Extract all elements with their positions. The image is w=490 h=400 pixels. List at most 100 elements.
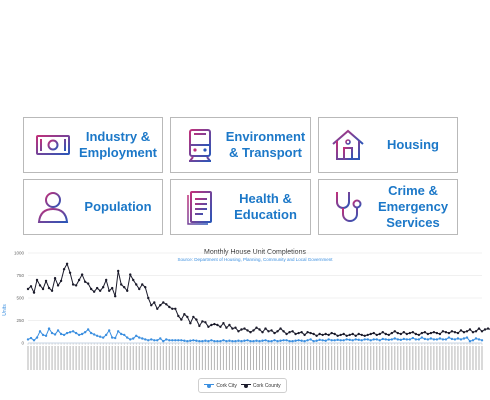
data-point[interactable] [441,330,445,333]
data-point[interactable] [351,332,354,336]
data-point[interactable] [399,332,403,336]
data-point[interactable] [411,331,415,334]
data-point[interactable] [396,338,400,341]
data-point[interactable] [80,273,84,276]
data-point[interactable] [41,287,45,291]
data-point[interactable] [267,340,270,343]
data-point[interactable] [264,327,267,330]
data-point[interactable] [441,338,445,341]
data-point[interactable] [35,278,39,282]
data-point[interactable] [345,338,348,341]
data-point[interactable] [59,332,63,336]
data-point[interactable] [411,336,415,340]
data-point[interactable] [273,331,276,335]
data-point[interactable] [162,301,165,304]
data-point[interactable] [330,331,333,335]
data-point[interactable] [168,339,171,342]
data-point[interactable] [162,340,165,343]
data-point[interactable] [366,333,369,337]
data-point[interactable] [363,334,366,337]
data-point[interactable] [303,340,306,343]
data-point[interactable] [480,330,484,333]
data-point[interactable] [267,330,270,333]
data-point[interactable] [56,329,60,332]
data-point[interactable] [315,334,318,337]
data-point[interactable] [138,287,141,291]
data-point[interactable] [315,339,318,342]
data-point[interactable] [26,287,30,291]
data-point[interactable] [477,338,481,341]
data-point[interactable] [213,322,216,326]
data-point[interactable] [363,338,366,341]
data-point[interactable] [107,289,111,292]
data-point[interactable] [129,338,132,341]
data-point[interactable] [83,280,87,283]
data-point[interactable] [375,338,378,341]
data-point[interactable] [204,321,207,324]
data-point[interactable] [384,338,387,341]
data-point[interactable] [447,336,451,339]
data-point[interactable] [471,339,475,342]
data-point[interactable] [132,337,135,340]
data-point[interactable] [429,331,433,335]
data-point[interactable] [366,338,369,341]
data-point[interactable] [300,339,303,342]
data-point[interactable] [414,332,418,336]
data-point[interactable] [150,304,153,307]
data-point[interactable] [38,284,42,287]
data-point[interactable] [384,332,387,336]
data-point[interactable] [279,339,282,342]
data-point[interactable] [68,331,72,334]
data-point[interactable] [306,331,309,334]
data-point[interactable] [375,333,378,337]
data-point[interactable] [210,323,213,327]
data-point[interactable] [198,340,201,343]
data-point[interactable] [62,268,66,271]
data-point[interactable] [477,327,481,330]
data-point[interactable] [459,338,463,341]
data-point[interactable] [174,307,177,310]
data-point[interactable] [381,331,384,334]
data-point[interactable] [432,331,436,334]
data-point[interactable] [195,318,198,321]
data-point[interactable] [408,331,412,335]
data-point[interactable] [123,333,126,337]
data-point[interactable] [113,336,117,340]
data-point[interactable] [438,332,442,336]
data-point[interactable] [32,339,36,342]
data-point[interactable] [159,304,162,307]
data-point[interactable] [168,305,171,309]
data-point[interactable] [360,333,363,337]
data-point[interactable] [138,336,141,339]
data-point[interactable] [354,334,357,337]
data-point[interactable] [120,332,123,336]
data-point[interactable] [324,339,327,342]
data-point[interactable] [129,273,132,276]
data-point[interactable] [369,339,372,342]
data-point[interactable] [336,334,339,337]
tile-environment-transport[interactable]: Environment & Transport [170,117,311,173]
data-point[interactable] [237,339,240,342]
data-point[interactable] [435,338,439,341]
data-point[interactable] [399,338,403,342]
data-point[interactable] [348,333,351,337]
data-point[interactable] [273,339,276,342]
data-point[interactable] [95,334,99,337]
data-point[interactable] [333,339,336,342]
data-point[interactable] [393,337,397,340]
data-point[interactable] [312,340,315,343]
data-point[interactable] [396,331,400,335]
data-point[interactable] [228,323,231,327]
data-point[interactable] [282,339,285,342]
data-point[interactable] [144,338,147,341]
data-point[interactable] [171,307,174,310]
data-point[interactable] [180,318,183,321]
data-point[interactable] [86,282,90,285]
data-point[interactable] [177,339,180,342]
data-point[interactable] [291,340,294,343]
data-point[interactable] [357,338,360,342]
data-point[interactable] [234,340,237,343]
data-point[interactable] [95,286,99,290]
data-point[interactable] [474,330,478,333]
data-point[interactable] [387,338,390,342]
